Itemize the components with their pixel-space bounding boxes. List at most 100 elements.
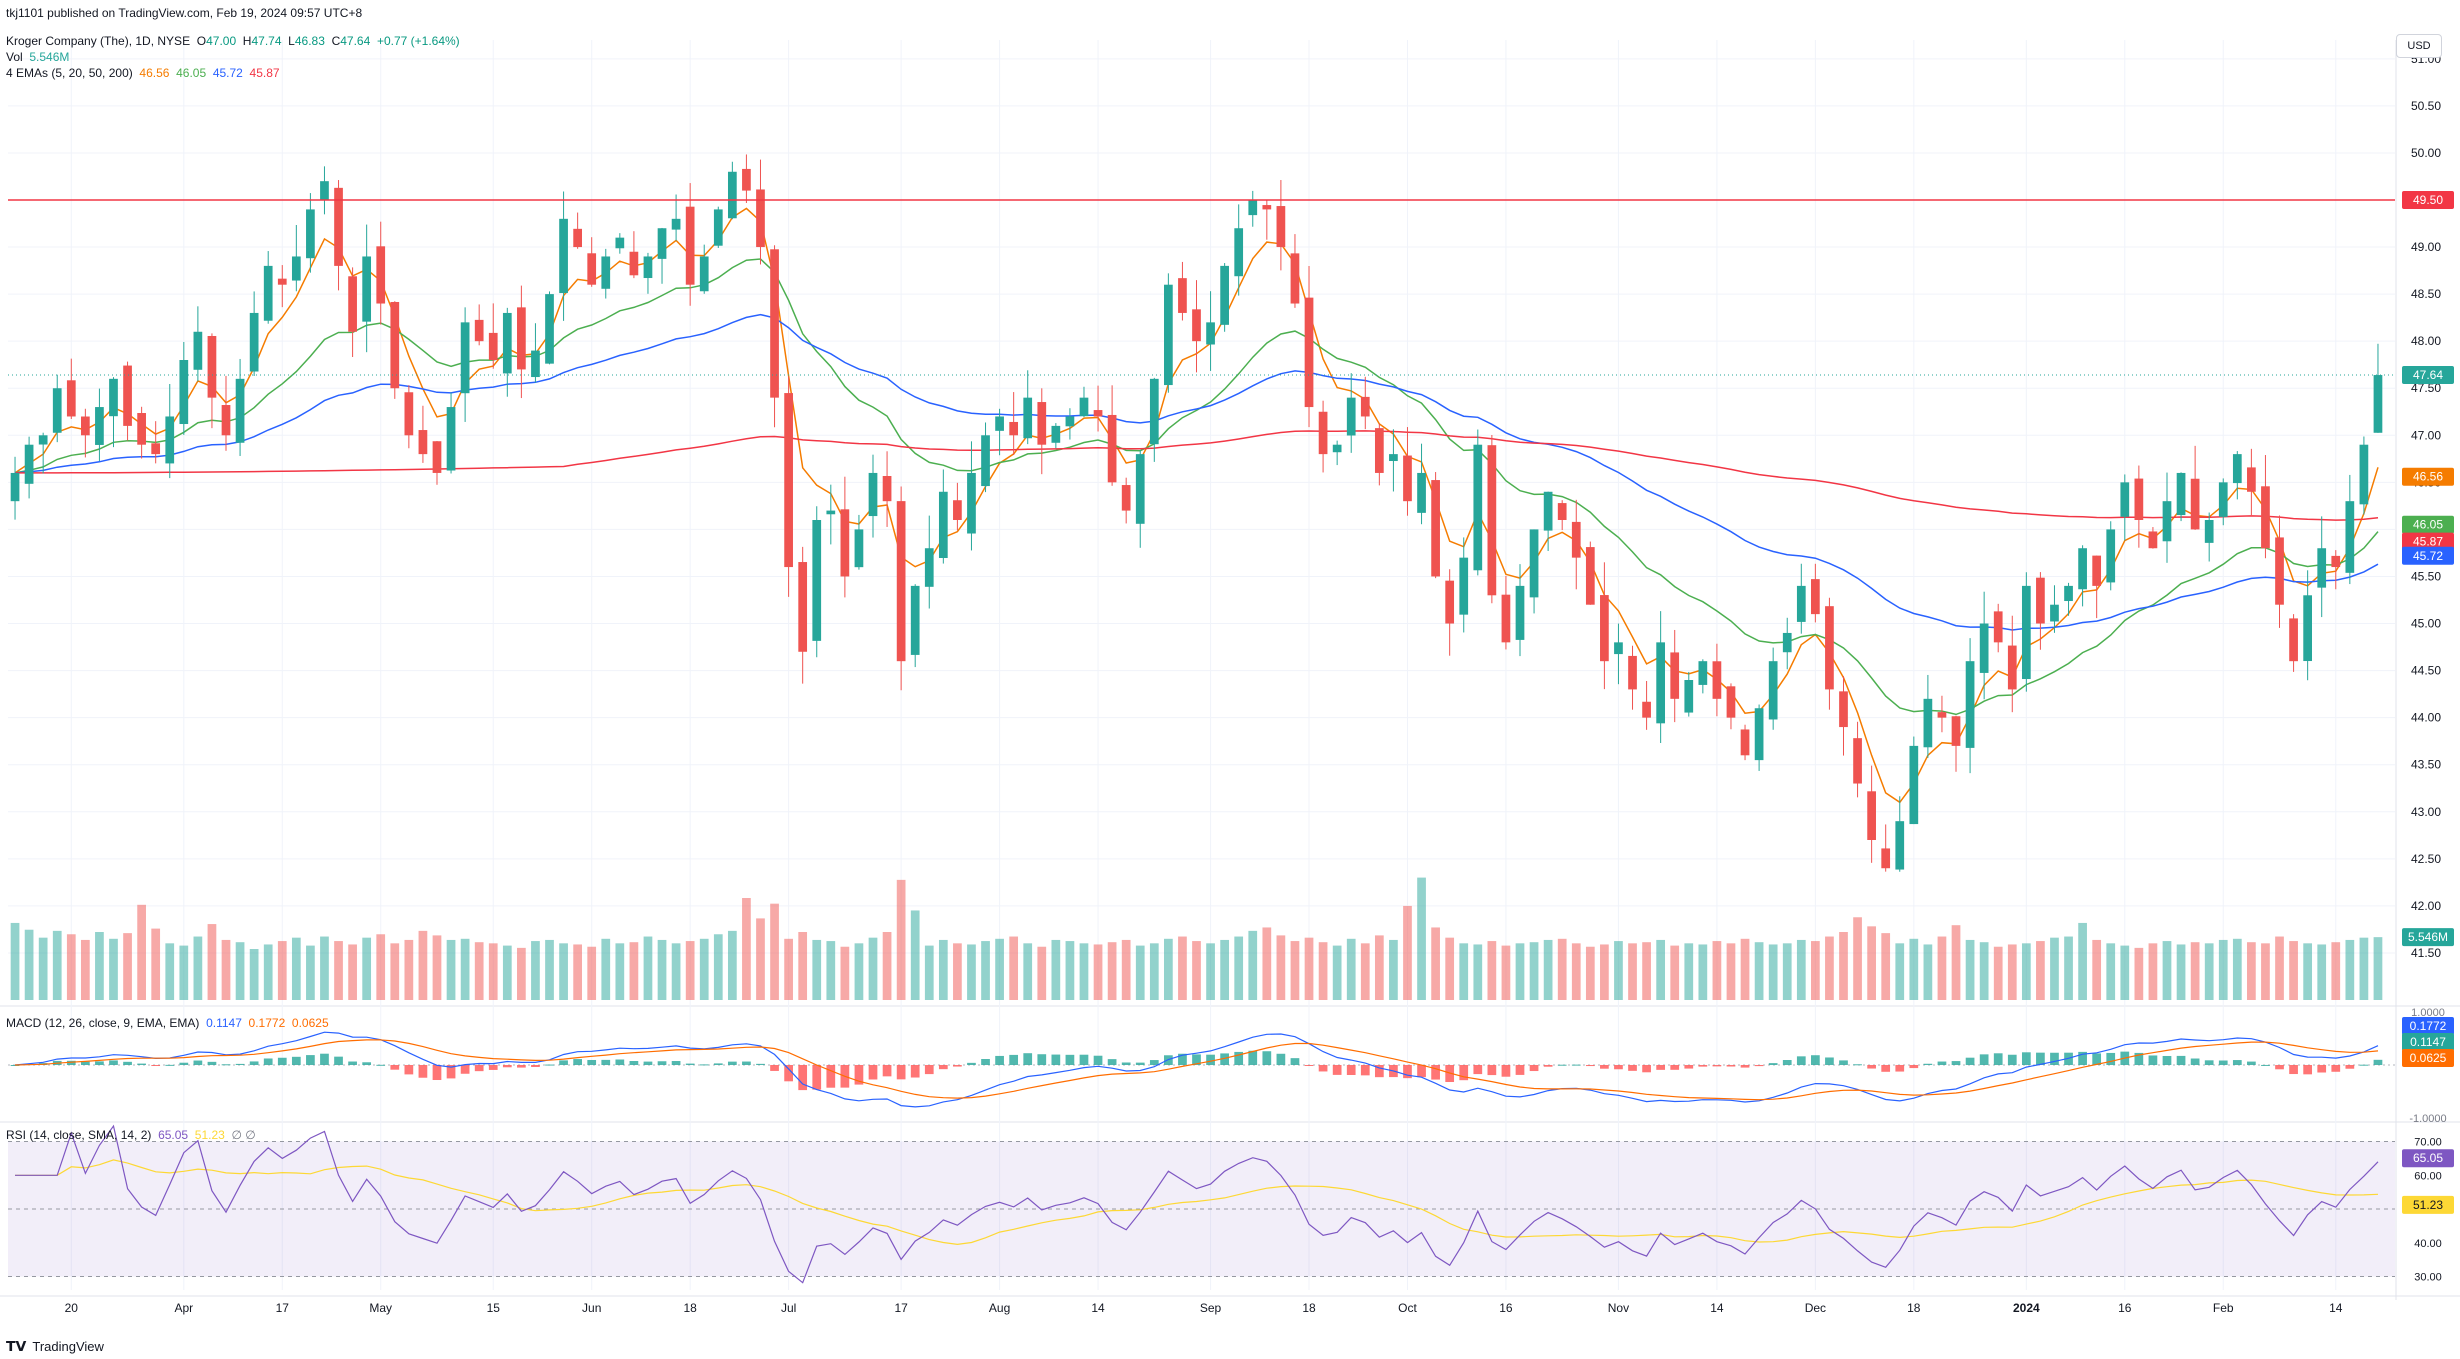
volume-bar xyxy=(488,943,498,1000)
candle-body xyxy=(2331,555,2341,568)
macd-histogram-bar xyxy=(559,1060,568,1065)
price-tick-label: 44.50 xyxy=(2411,664,2441,678)
candle-body xyxy=(502,312,512,374)
macd-histogram-bar xyxy=(1670,1065,1680,1070)
candle-body xyxy=(1712,661,1722,699)
ema-price-label: 45.87 xyxy=(2413,535,2443,549)
price-axis: 41.50 42.00 42.50 43.00 43.50 44.00 44.50 45.00… xyxy=(2411,52,2441,960)
candle-body xyxy=(1192,309,1201,342)
candle-body xyxy=(1009,421,1019,436)
candle-body xyxy=(967,472,976,534)
candle-body xyxy=(2134,478,2144,520)
volume-bar xyxy=(1374,935,1384,1000)
volume-bar xyxy=(1571,943,1581,1000)
macd-histogram-bar xyxy=(2345,1065,2355,1069)
volume-bar xyxy=(629,942,639,1000)
volume-bar xyxy=(840,946,850,1000)
candle-body xyxy=(685,206,695,285)
macd-histogram-bar xyxy=(2050,1052,2059,1065)
macd-histogram-bar xyxy=(2331,1065,2341,1072)
time-tick-label: 16 xyxy=(2118,1301,2132,1315)
ema-header: 4 EMAs (5, 20, 50, 200) 46.56 46.05 45.7… xyxy=(6,66,280,82)
tradingview-logo[interactable]: 𝗧𝗩 TradingView xyxy=(6,1338,104,1354)
macd-histogram-bar xyxy=(2359,1064,2369,1066)
time-tick-label: Jul xyxy=(781,1301,796,1315)
macd-header: MACD (12, 26, close, 9, EMA, EMA) 0.1147… xyxy=(6,1016,329,1030)
volume-bar xyxy=(404,939,414,1000)
macd-histogram-bar xyxy=(713,1063,723,1065)
volume-bar xyxy=(1318,942,1328,1000)
candle-body xyxy=(1684,680,1694,713)
volume-bar xyxy=(826,941,836,1000)
candle-body xyxy=(812,520,822,641)
macd-histogram-bar xyxy=(742,1061,751,1065)
volume-bar xyxy=(1515,943,1525,1000)
macd-histogram-bar xyxy=(1487,1065,1497,1076)
candle-body xyxy=(2261,486,2270,549)
candle-body xyxy=(1135,454,1145,524)
volume-bar xyxy=(770,903,779,1000)
candle-body xyxy=(1487,445,1497,596)
macd-histogram-bar xyxy=(1459,1065,1469,1081)
macd-histogram-bar xyxy=(2134,1052,2144,1065)
macd-value-label: 0.1772 xyxy=(2410,1019,2447,1033)
candle-body xyxy=(1178,278,1187,313)
volume-bar xyxy=(587,946,597,1000)
macd-histogram-bar xyxy=(1360,1065,1370,1076)
candle-body xyxy=(2162,501,2172,542)
volume-bar xyxy=(1881,933,1891,1000)
candle-body xyxy=(249,312,259,372)
volume-bar xyxy=(1290,941,1300,1000)
macd-histogram-bar xyxy=(404,1065,414,1075)
macd-histogram-bar xyxy=(1304,1065,1314,1066)
candle-body xyxy=(1698,661,1708,685)
volume-bar xyxy=(1248,930,1258,1000)
candle-body xyxy=(1079,397,1089,417)
candle-body xyxy=(2373,375,2383,433)
high-value: 47.74 xyxy=(251,34,282,48)
volume-bar xyxy=(938,939,948,1000)
rsi-tick-label: 70.00 xyxy=(2414,1137,2442,1149)
candle-body xyxy=(1979,623,1989,673)
macd-histogram-bar xyxy=(362,1062,372,1065)
volume-bar xyxy=(1220,939,1229,1000)
candle-body xyxy=(2317,548,2327,588)
candle-body xyxy=(2303,595,2313,662)
volume-bar xyxy=(1121,939,1131,1000)
candle-body xyxy=(460,322,470,394)
time-tick-label: Sep xyxy=(1200,1301,1222,1315)
candle-body xyxy=(2289,618,2298,662)
volume-tag xyxy=(2402,928,2454,947)
time-tick-label: 14 xyxy=(1091,1301,1105,1315)
macd-histogram-bar xyxy=(531,1065,540,1068)
macd-histogram-bar xyxy=(657,1061,667,1065)
candle-body xyxy=(1023,397,1033,439)
rsi-header: RSI (14, close, SMA, 14, 2) 65.05 51.23 … xyxy=(6,1128,256,1142)
volume-bar xyxy=(2373,937,2383,1000)
candle-body xyxy=(671,218,681,230)
published-note: tkj1101 published on TradingView.com, Fe… xyxy=(6,6,363,20)
candle-body xyxy=(1923,698,1933,748)
currency-button[interactable]: USD xyxy=(2396,34,2442,58)
volume-bar xyxy=(2345,939,2355,1000)
candle-body xyxy=(643,256,653,279)
volume-bar xyxy=(1867,926,1876,1000)
rsi-value-tag xyxy=(2402,1195,2454,1214)
volume-bar xyxy=(1853,917,1862,1000)
candle-body xyxy=(784,393,793,568)
candle-body xyxy=(1121,485,1131,511)
volume-bar xyxy=(1037,946,1047,1000)
rsi-label: RSI (14, close, SMA, 14, 2) xyxy=(6,1128,152,1142)
candle-body xyxy=(1065,416,1075,427)
time-tick-label: 18 xyxy=(683,1301,697,1315)
volume-bar xyxy=(193,936,203,1000)
volume-bar xyxy=(151,928,161,1000)
time-tick-label: 15 xyxy=(487,1301,501,1315)
candle-body xyxy=(80,416,90,436)
volume-bar xyxy=(727,930,737,1000)
volume-bar xyxy=(713,934,723,1000)
candle-body xyxy=(306,209,315,259)
symbol-name: Kroger Company (The), 1D, NYSE xyxy=(6,34,191,48)
volume-bar xyxy=(1023,943,1033,1000)
